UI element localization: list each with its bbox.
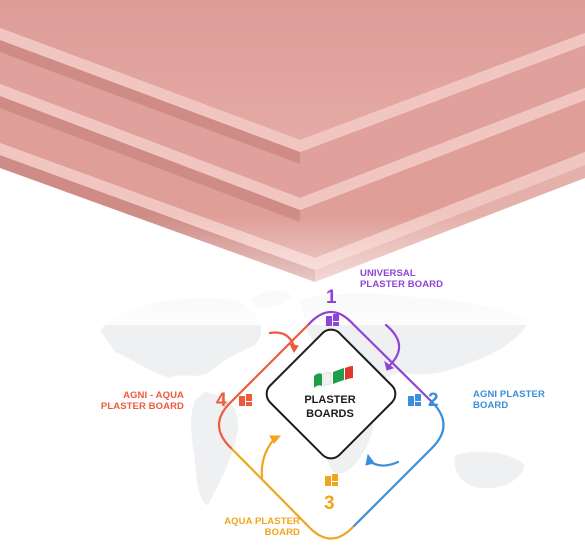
arrow-1 <box>384 323 401 367</box>
label-4-line1: AGNI - AQUA <box>123 390 184 401</box>
center-diamond <box>265 328 397 460</box>
label-2-line2: BOARD <box>473 400 509 411</box>
edge-2-to-3 <box>351 400 445 529</box>
board-sheet-icon-3 <box>325 474 338 486</box>
step-number-1: 1 <box>326 287 337 308</box>
center-title-line2: BOARDS <box>306 408 354 420</box>
label-universal-plaster-board: UNIVERSAL PLASTER BOARD <box>360 268 443 290</box>
flag-icon <box>314 366 353 388</box>
edge-1-to-2 <box>307 310 434 404</box>
plaster-board-stack <box>0 0 585 325</box>
board-sheet-icon-1 <box>326 314 339 326</box>
label-agni-plaster-board: AGNI PLASTER BOARD <box>473 389 545 411</box>
label-1-line1: UNIVERSAL <box>360 268 416 279</box>
edge-4-to-1 <box>229 322 311 404</box>
edge-3-to-4 <box>229 446 355 540</box>
cycle-diagram <box>217 310 445 540</box>
edge-4-close <box>217 400 233 450</box>
step-number-3: 3 <box>324 493 335 514</box>
center-title: PLASTER BOARDS <box>290 393 370 421</box>
label-1-line2: PLASTER BOARD <box>360 279 444 290</box>
board-sheet-icon-2 <box>408 394 421 406</box>
label-4-line2: PLASTER BOARD <box>100 401 184 412</box>
center-title-line1: PLASTER <box>304 394 356 406</box>
board-sheet-icon-4 <box>239 394 252 406</box>
label-aqua-plaster-board: AQUA PLASTER BOARD <box>224 516 300 538</box>
label-3-line1: AQUA PLASTER <box>224 516 300 527</box>
arrow-4 <box>268 331 296 348</box>
step-number-4: 4 <box>216 390 227 411</box>
arrow-3 <box>260 436 277 480</box>
label-agni-aqua-plaster-board: AGNI - AQUA PLASTER BOARD <box>84 390 184 412</box>
label-2-line1: AGNI PLASTER <box>473 389 545 400</box>
step-number-2: 2 <box>428 390 439 411</box>
label-3-line2: BOARD <box>264 527 300 538</box>
